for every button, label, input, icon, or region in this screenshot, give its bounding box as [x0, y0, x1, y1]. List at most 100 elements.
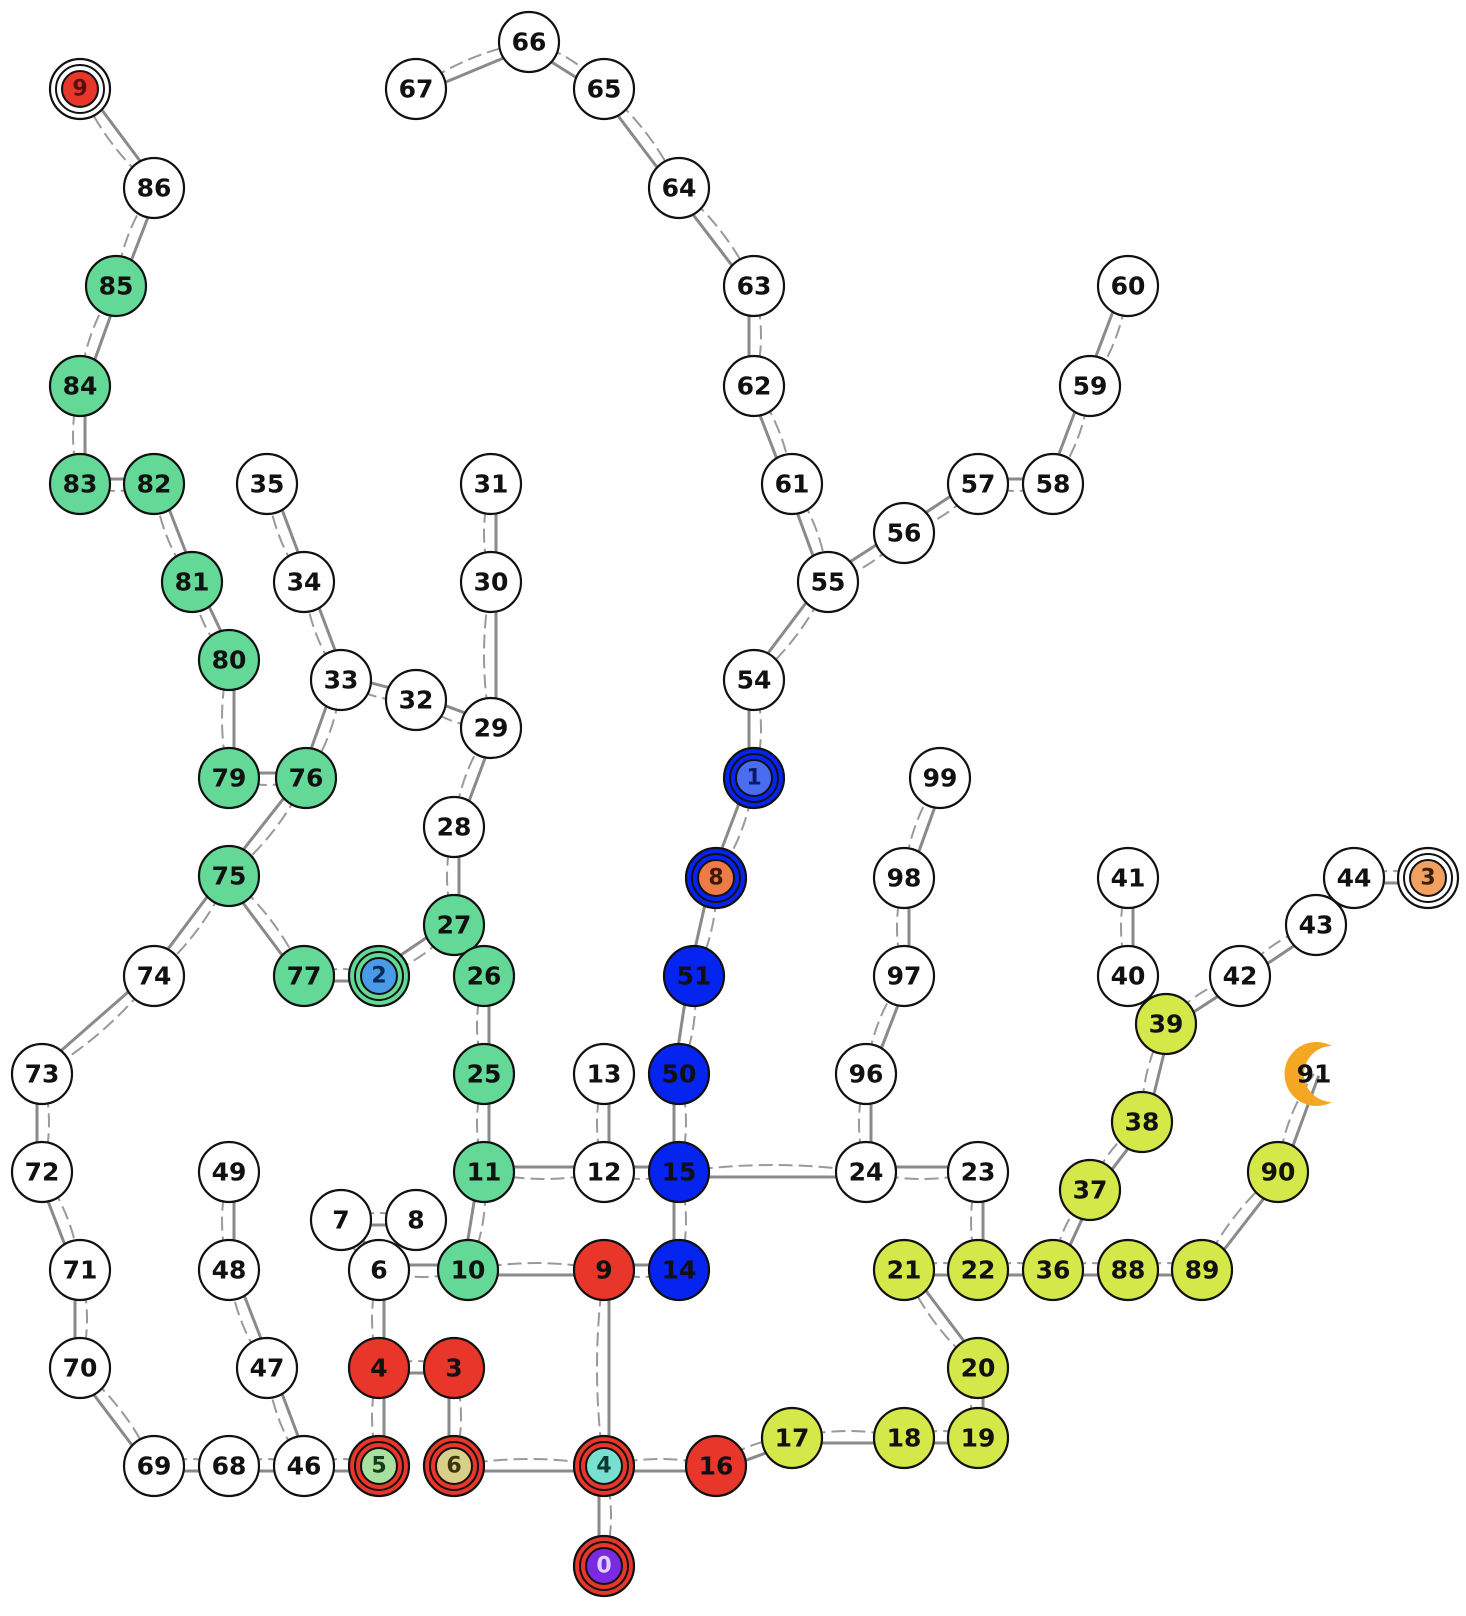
- node-15: 15: [647, 1140, 711, 1204]
- node-circle: [235, 1336, 299, 1400]
- node-label: 17: [775, 1424, 810, 1453]
- agent-ring: [354, 1441, 404, 1491]
- node-circle: [1246, 1140, 1310, 1204]
- agent-label: 6: [446, 1454, 461, 1479]
- node-label: 47: [250, 1354, 285, 1383]
- node-circle: [1096, 1238, 1160, 1302]
- node-62: 62: [722, 354, 786, 418]
- node-label: 22: [961, 1256, 996, 1285]
- node-38: 38: [1110, 1090, 1174, 1154]
- node-circle: [197, 746, 261, 810]
- node-14: 14: [647, 1238, 711, 1302]
- node-label: 42: [1223, 962, 1258, 991]
- node-label: 7: [332, 1206, 349, 1235]
- node-label: 27: [437, 911, 472, 940]
- node-label: 28: [437, 813, 472, 842]
- node-circle: [722, 254, 786, 318]
- node-label: 35: [250, 470, 285, 499]
- node-9r: 9: [572, 1238, 636, 1302]
- node-label: 60: [1111, 272, 1146, 301]
- node-89: 89: [1170, 1238, 1234, 1302]
- node-27: 27: [422, 893, 486, 957]
- agent-label: 9: [72, 77, 87, 102]
- node-13: 13: [572, 1042, 636, 1106]
- node-circle: [452, 944, 516, 1008]
- node-44: 44: [1322, 846, 1386, 910]
- node-circle: [122, 1434, 186, 1498]
- node-circle: [662, 944, 726, 1008]
- node-n4: 4: [572, 1434, 636, 1498]
- node-label: 86: [137, 174, 172, 203]
- node-43: 43: [1284, 893, 1348, 957]
- node-circle: [122, 452, 186, 516]
- node-circle: [122, 944, 186, 1008]
- node-26: 26: [452, 944, 516, 1008]
- node-label: 14: [662, 1256, 697, 1285]
- node-circle: [48, 354, 112, 418]
- agent-ring: [354, 951, 404, 1001]
- node-label: 38: [1125, 1108, 1160, 1137]
- node-98: 98: [872, 846, 936, 910]
- agent-ring: [579, 1541, 629, 1591]
- node-81: 81: [160, 550, 224, 614]
- node-n5: 5: [347, 1434, 411, 1498]
- node-22: 22: [946, 1238, 1010, 1302]
- node-circle: [1110, 1090, 1174, 1154]
- node-circle: [1021, 452, 1085, 516]
- node-circle: [497, 10, 561, 74]
- node-circle: [1058, 354, 1122, 418]
- node-circle: [872, 501, 936, 565]
- node-circle: [946, 452, 1010, 516]
- node-circle: [796, 550, 860, 614]
- node-12: 12: [572, 1140, 636, 1204]
- agent-ring: [55, 64, 105, 114]
- node-42: 42: [1208, 944, 1272, 1008]
- node-circle: [452, 1042, 516, 1106]
- node-99: 99: [908, 746, 972, 810]
- node-3r: 3: [422, 1336, 486, 1400]
- node-66: 66: [497, 10, 561, 74]
- agent-marker: [585, 1447, 623, 1485]
- node-circle: [347, 1238, 411, 1302]
- node-label: 50: [662, 1060, 697, 1089]
- node-circle: [272, 944, 336, 1008]
- node-88: 88: [1096, 1238, 1160, 1302]
- node-37: 37: [1058, 1158, 1122, 1222]
- node-circle: [422, 795, 486, 859]
- node-41: 41: [1096, 846, 1160, 910]
- node-label: 10: [451, 1256, 486, 1285]
- node-label: 79: [212, 764, 247, 793]
- agent-marker: [435, 1447, 473, 1485]
- node-label: 99: [923, 764, 958, 793]
- node-circle: [760, 1406, 824, 1470]
- node-7: 7: [309, 1188, 373, 1252]
- node-circle: [436, 1238, 500, 1302]
- node-6w: 6: [347, 1238, 411, 1302]
- node-56: 56: [872, 501, 936, 565]
- node-label: 57: [961, 470, 996, 499]
- node-label: 88: [1111, 1256, 1146, 1285]
- node-circle: [647, 1042, 711, 1106]
- node-label: 73: [25, 1060, 60, 1089]
- node-circle: [197, 1434, 261, 1498]
- node-label: 82: [137, 470, 172, 499]
- node-label: 62: [737, 372, 772, 401]
- node-label: 71: [63, 1256, 98, 1285]
- node-circle: [572, 1238, 636, 1302]
- node-label: 46: [287, 1452, 322, 1481]
- node-circle: [459, 696, 523, 760]
- node-58: 58: [1021, 452, 1085, 516]
- node-label: 84: [63, 372, 98, 401]
- node-circle: [422, 1336, 486, 1400]
- node-label: 9: [595, 1256, 612, 1285]
- node-label: 98: [887, 864, 922, 893]
- node-circle: [459, 550, 523, 614]
- node-29: 29: [459, 696, 523, 760]
- node-73: 73: [10, 1042, 74, 1106]
- node-circle: [84, 254, 148, 318]
- node-label: 15: [662, 1158, 697, 1187]
- node-circle: [309, 648, 373, 712]
- node-label: 89: [1185, 1256, 1220, 1285]
- node-label: 97: [887, 962, 922, 991]
